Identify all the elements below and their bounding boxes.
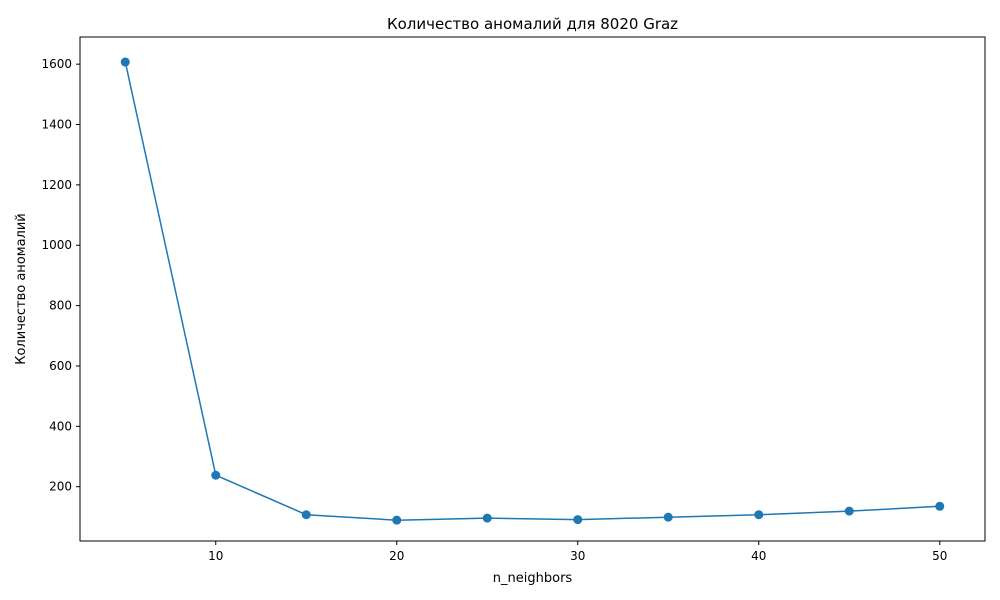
y-tick-label: 800 <box>49 299 72 313</box>
x-tick-label: 20 <box>389 549 404 563</box>
x-axis-label: n_neighbors <box>493 571 573 586</box>
y-tick-label: 1400 <box>41 118 72 132</box>
data-point <box>663 512 673 522</box>
series-line <box>124 61 940 521</box>
data-point <box>392 515 402 525</box>
x-tick-label: 10 <box>208 549 223 563</box>
x-tick-label: 40 <box>751 549 766 563</box>
series-layer <box>120 57 945 525</box>
data-point <box>935 501 945 511</box>
data-point <box>573 515 583 525</box>
data-point <box>301 510 311 520</box>
x-tick-label: 30 <box>570 549 585 563</box>
y-tick-label: 1200 <box>41 178 72 192</box>
chart-title: Количество аномалий для 8020 Graz <box>387 15 678 33</box>
y-tick-label: 1000 <box>41 238 72 252</box>
data-point <box>754 510 764 520</box>
plot-area-frame <box>79 36 986 542</box>
x-tick-label: 50 <box>932 549 947 563</box>
data-point <box>844 506 854 516</box>
ticks-layer: 10 20 30 40 50 200 400 600 800 1000 1200 1400 1600 <box>41 57 947 563</box>
y-tick-label: 600 <box>49 359 72 373</box>
y-tick-label: 400 <box>49 419 72 433</box>
data-point <box>120 57 130 67</box>
y-tick-label: 200 <box>49 480 72 494</box>
y-axis-label: Количество аномалий <box>14 213 29 365</box>
data-point <box>482 513 492 523</box>
y-tick-label: 1600 <box>41 57 72 71</box>
data-point <box>211 470 221 480</box>
